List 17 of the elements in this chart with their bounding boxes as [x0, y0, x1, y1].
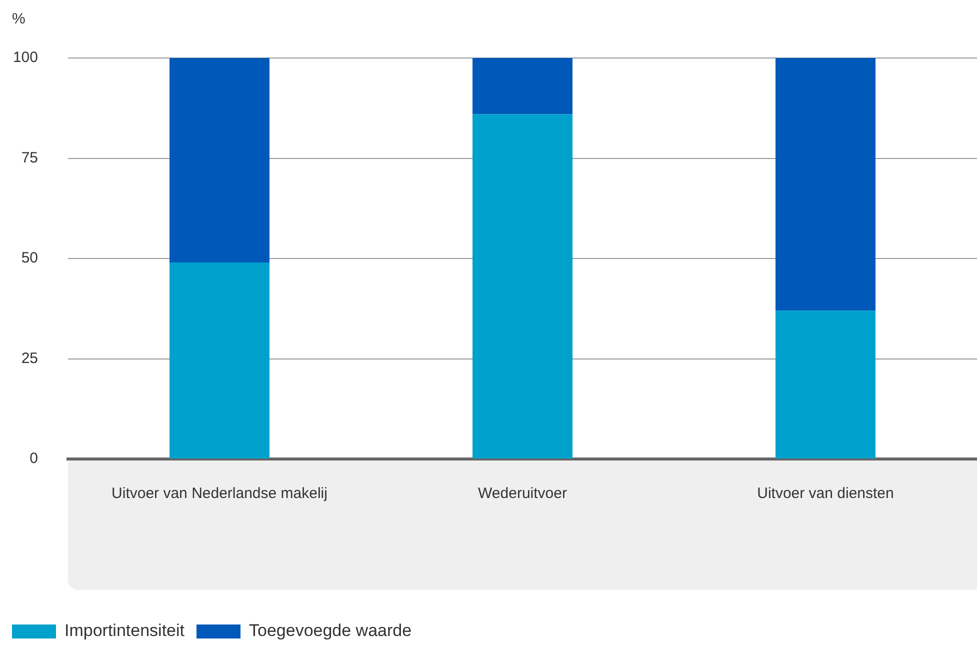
x-tick-label: Wederuitvoer	[478, 485, 567, 502]
y-tick-label: 0	[30, 450, 38, 468]
legend-label: Importintensiteit	[64, 621, 185, 640]
legend-label: Toegevoegde waarde	[248, 621, 412, 640]
y-axis-title: %	[12, 10, 26, 28]
x-tick-label: Uitvoer van Nederlandse makelij	[112, 485, 328, 502]
y-tick-label: 25	[21, 350, 38, 367]
bar	[776, 58, 876, 311]
bar	[472, 114, 572, 458]
y-tick-label: 100	[12, 49, 38, 66]
bar	[170, 262, 270, 458]
x-tick-label: Uitvoer van diensten	[757, 485, 894, 502]
y-tick-label: 50	[21, 250, 38, 267]
bar	[776, 310, 876, 458]
y-tick-label: 75	[21, 149, 38, 166]
bar	[472, 58, 572, 114]
bar	[170, 58, 270, 263]
